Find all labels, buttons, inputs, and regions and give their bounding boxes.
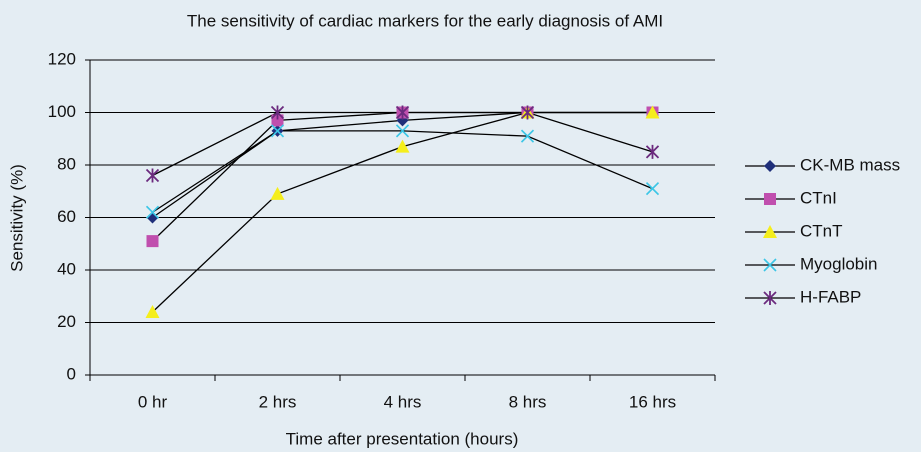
legend-label: CTnT <box>800 221 843 240</box>
x-tick-label: 8 hrs <box>509 392 547 411</box>
legend-marker <box>764 193 776 205</box>
marker <box>145 205 160 219</box>
legend-marker <box>763 291 777 305</box>
legend-label: Myoglobin <box>800 254 878 273</box>
x-tick-label: 16 hrs <box>629 392 676 411</box>
legend-marker <box>763 258 777 272</box>
y-tick-label: 60 <box>57 207 76 226</box>
x-axis-label: Time after presentation (hours) <box>286 429 519 448</box>
marker <box>270 105 285 120</box>
marker <box>395 105 410 120</box>
y-tick-label: 20 <box>57 312 76 331</box>
y-tick-label: 120 <box>48 49 76 68</box>
y-tick-label: 0 <box>67 364 76 383</box>
marker <box>145 305 160 318</box>
legend-label: CTnI <box>800 188 837 207</box>
chart-title: The sensitivity of cardiac markers for t… <box>187 11 663 30</box>
marker <box>520 129 535 143</box>
marker <box>645 182 660 196</box>
x-tick-label: 4 hrs <box>384 392 422 411</box>
marker <box>270 124 285 138</box>
marker <box>520 105 535 120</box>
marker <box>271 114 284 127</box>
legend-label: CK-MB mass <box>800 155 900 174</box>
marker <box>395 139 410 153</box>
x-tick-label: 2 hrs <box>259 392 297 411</box>
legend-label: H-FABP <box>800 287 861 306</box>
marker <box>146 235 159 248</box>
marker <box>270 186 285 200</box>
marker <box>395 124 410 138</box>
y-tick-label: 100 <box>48 102 76 121</box>
x-tick-label: 0 hr <box>138 392 168 411</box>
legend-marker <box>764 160 776 172</box>
marker <box>145 168 160 183</box>
marker <box>645 105 660 119</box>
legend-marker <box>763 225 777 238</box>
y-tick-label: 40 <box>57 259 76 278</box>
y-axis-label: Sensitivity (%) <box>7 164 26 272</box>
y-tick-label: 80 <box>57 154 76 173</box>
marker <box>645 144 660 159</box>
